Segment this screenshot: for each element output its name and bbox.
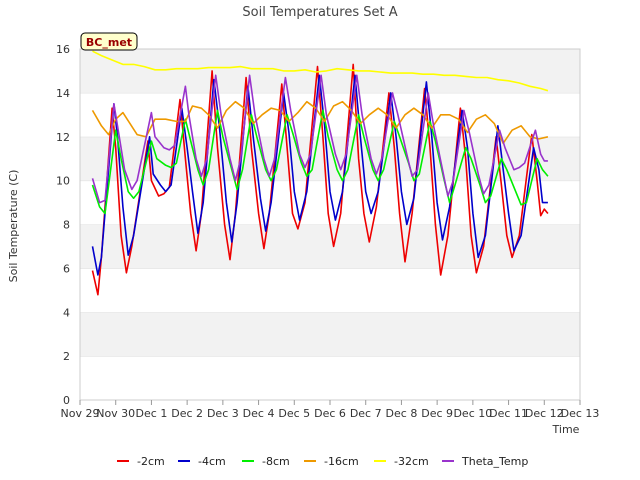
x-tick-label: Dec 5 xyxy=(278,407,310,420)
series-line-8cm xyxy=(91,109,549,215)
x-tick-label: Dec 3 xyxy=(207,407,239,420)
x-tick-label: Dec 8 xyxy=(386,407,418,420)
y-tick-label: 10 xyxy=(56,175,70,188)
x-tick-label: Dec 6 xyxy=(314,407,346,420)
x-tick-label: Nov 29 xyxy=(61,407,100,420)
x-tick-label: Dec 4 xyxy=(243,407,275,420)
legend-label: -16cm xyxy=(324,455,359,468)
x-tick-label: Dec 12 xyxy=(525,407,564,420)
grid-band xyxy=(80,356,580,400)
station-badge-box xyxy=(80,32,138,51)
series-line-4cm xyxy=(91,74,548,276)
legend-label: Theta_Temp xyxy=(461,455,528,468)
series-line-2cm xyxy=(91,63,549,296)
legend-label: -2cm xyxy=(137,455,165,468)
y-tick-label: 8 xyxy=(63,219,70,232)
series-line-16cm xyxy=(91,100,549,145)
y-axis-label: Soil Temperature (C) xyxy=(7,170,20,283)
y-axis: 0 2 4 6 8 10 12 14 16 xyxy=(56,43,70,407)
y-tick-label: 2 xyxy=(63,350,70,363)
x-tick-label: Dec 13 xyxy=(561,407,600,420)
y-tick-label: 16 xyxy=(56,43,70,56)
legend-label: -4cm xyxy=(198,455,226,468)
grid-band xyxy=(80,268,580,313)
series-line-32cm xyxy=(92,50,549,92)
y-tick-label: 12 xyxy=(56,131,70,144)
y-tick-label: 0 xyxy=(63,394,70,407)
x-axis-label: Time xyxy=(552,423,580,436)
legend-label: -32cm xyxy=(394,455,429,468)
x-tick-label: Dec 1 xyxy=(136,407,168,420)
x-tick-label: Dec 11 xyxy=(489,407,528,420)
y-tick-label: 14 xyxy=(56,87,70,100)
y-tick-label: 6 xyxy=(63,262,70,275)
y-tick-label: 4 xyxy=(63,306,70,319)
x-tick-label: Dec 9 xyxy=(421,407,453,420)
legend: -2cm -4cm -8cm -16cm -32cm Theta_Temp xyxy=(117,455,528,468)
grid-band xyxy=(80,224,580,269)
series-line-thetatemp xyxy=(91,74,548,204)
station-badge: BC_met xyxy=(80,32,138,51)
station-badge-text: BC_met xyxy=(86,36,132,49)
series-lines xyxy=(91,50,549,296)
x-tick-label: Dec 10 xyxy=(453,407,492,420)
x-tick-label: Nov 30 xyxy=(96,407,135,420)
legend-label: -8cm xyxy=(262,455,290,468)
x-tick-label: Dec 2 xyxy=(171,407,203,420)
grid-band xyxy=(80,312,580,357)
x-tick-label: Dec 7 xyxy=(350,407,382,420)
chart-title: Soil Temperatures Set A xyxy=(242,5,397,20)
